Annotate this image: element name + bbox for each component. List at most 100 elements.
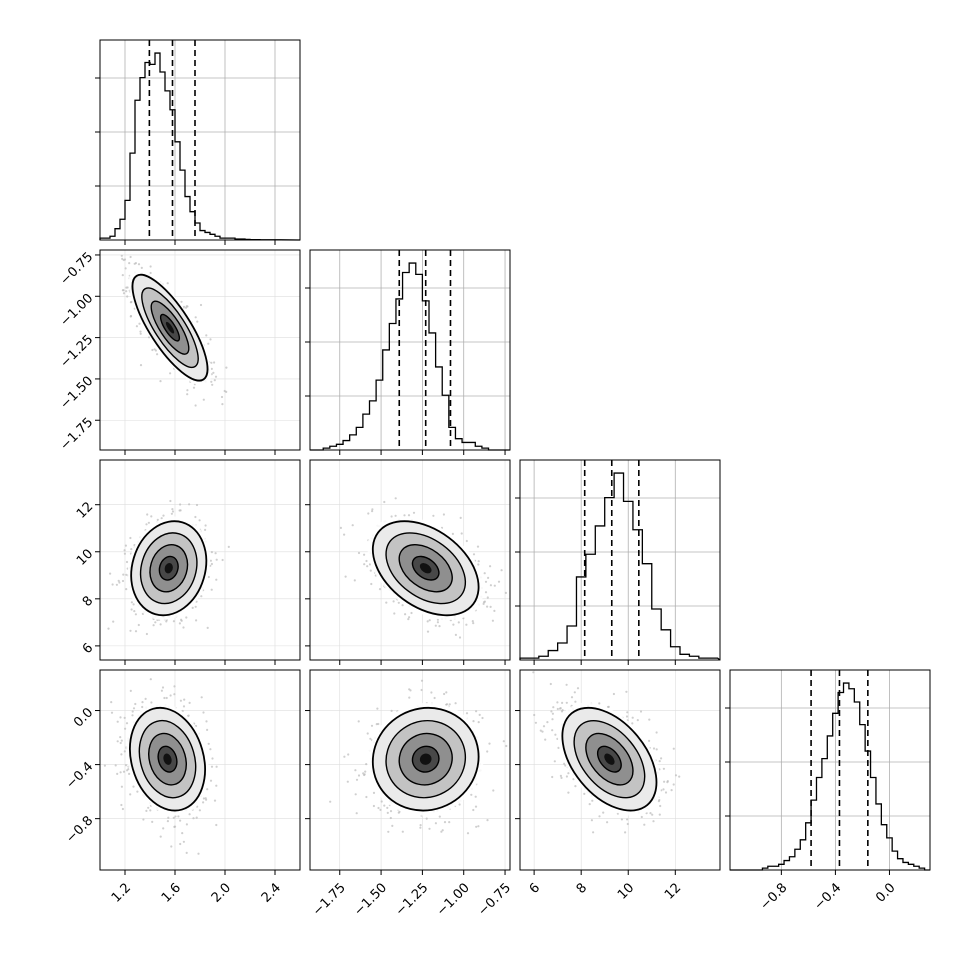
scatter-point: [197, 852, 200, 855]
scatter-point: [204, 797, 207, 800]
scatter-point: [214, 375, 218, 378]
panel-frame: [309, 249, 511, 451]
scatter-point: [146, 513, 149, 516]
scatter-point: [215, 765, 218, 768]
scatter-point: [182, 305, 186, 308]
scatter-point: [484, 580, 488, 583]
scatter-point: [179, 503, 182, 506]
scatter-point: [546, 721, 549, 724]
scatter-point: [458, 636, 462, 639]
scatter-point: [221, 403, 224, 406]
scatter-point: [428, 827, 431, 830]
scatter-point: [210, 551, 213, 554]
scatter-point: [385, 601, 388, 604]
x-tick-label: −0.4: [812, 880, 845, 913]
scatter-point: [369, 737, 372, 740]
scatter-point: [116, 772, 119, 776]
scatter-point: [141, 705, 144, 709]
scatter-point: [407, 514, 411, 517]
scatter-point: [107, 627, 110, 630]
scatter-point: [130, 608, 133, 611]
scatter-point: [205, 720, 208, 723]
scatter-point: [139, 330, 142, 333]
scatter-point: [192, 386, 196, 389]
contour-line: [371, 520, 480, 617]
scatter-point: [204, 528, 207, 532]
scatter-point: [215, 784, 218, 787]
scatter-point: [472, 622, 475, 625]
scatter-point: [438, 625, 441, 628]
scatter-point: [472, 553, 476, 556]
y-tick-label: −1.25: [58, 332, 97, 371]
scatter-point: [177, 815, 180, 818]
scatter-point: [185, 851, 188, 855]
scatter-point: [364, 770, 367, 773]
scatter-point: [475, 825, 478, 828]
scatter-point: [209, 338, 212, 341]
panel-frame: [99, 459, 301, 661]
contour-line: [157, 745, 178, 773]
x-tick-label: −1.75: [310, 880, 349, 919]
scatter-point: [440, 830, 443, 833]
scatter-point: [459, 516, 462, 520]
scatter-point: [194, 316, 197, 319]
scatter-point: [451, 532, 454, 536]
scatter-point: [483, 572, 486, 575]
scatter-point: [493, 609, 496, 613]
contour-line: [159, 313, 181, 342]
scatter-point: [207, 742, 210, 745]
contour-line: [138, 719, 197, 799]
y-tick-label: 10: [74, 546, 96, 568]
histogram-step: [730, 682, 930, 871]
scatter-point: [188, 701, 191, 705]
scatter-point: [347, 753, 350, 756]
scatter-point: [210, 361, 213, 364]
scatter-point: [119, 716, 122, 719]
scatter-point: [430, 691, 433, 694]
scatter-point: [339, 526, 342, 530]
scatter-point: [407, 618, 410, 621]
contour-line: [129, 706, 206, 812]
y-tick-label: 12: [74, 499, 96, 521]
scatter-point: [370, 724, 374, 727]
scatter-point: [140, 266, 143, 269]
scatter-point: [166, 282, 169, 285]
scatter-point: [150, 515, 153, 518]
scatter-point: [121, 257, 124, 260]
scatter-point: [125, 290, 128, 293]
scatter-point: [204, 524, 207, 527]
scatter-panel: 1.2 1.6 2.0 2.4−0.8−0.40.0: [63, 669, 301, 906]
scatter-point: [129, 315, 132, 318]
scatter-point: [419, 826, 422, 829]
scatter-point: [122, 573, 125, 576]
scatter-point: [657, 800, 661, 803]
contour-line: [398, 732, 453, 786]
scatter-point: [121, 579, 125, 583]
scatter-point: [141, 701, 144, 704]
scatter-point: [493, 584, 496, 587]
scatter-point: [129, 536, 132, 540]
histogram-panel: −0.8 −0.4 0.0: [725, 669, 931, 913]
scatter-point: [194, 515, 197, 519]
scatter-point: [129, 689, 132, 693]
scatter-point: [401, 604, 404, 607]
scatter-point: [207, 342, 210, 345]
scatter-point: [438, 815, 441, 818]
scatter-point: [210, 562, 213, 566]
scatter-point: [120, 753, 123, 756]
scatter-point: [487, 576, 490, 580]
scatter-point: [124, 764, 128, 767]
scatter-point: [149, 678, 152, 681]
scatter-point: [426, 620, 429, 623]
scatter-point: [188, 503, 191, 506]
scatter-point: [198, 809, 201, 812]
scatter-point: [149, 265, 152, 268]
contour-line: [148, 732, 187, 786]
scatter-point: [502, 740, 505, 743]
scatter-point: [131, 710, 134, 713]
scatter-point: [215, 558, 218, 561]
scatter-point: [477, 825, 480, 828]
panel-content: [103, 678, 218, 855]
scatter-point: [209, 748, 212, 751]
scatter-point: [123, 716, 126, 720]
